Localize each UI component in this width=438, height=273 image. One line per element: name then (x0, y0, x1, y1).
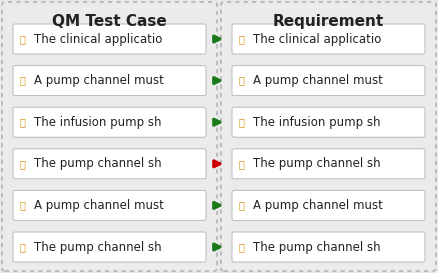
Text: Requirement: Requirement (273, 14, 384, 29)
Text: 🗒: 🗒 (239, 200, 245, 210)
Text: 🗒: 🗒 (20, 76, 26, 86)
FancyBboxPatch shape (13, 190, 206, 220)
Text: 🗒: 🗒 (239, 76, 245, 86)
Text: The pump channel sh: The pump channel sh (34, 157, 162, 170)
FancyBboxPatch shape (13, 232, 206, 262)
Text: The infusion pump sh: The infusion pump sh (253, 116, 381, 129)
Text: The pump channel sh: The pump channel sh (253, 157, 381, 170)
Text: 🗒: 🗒 (20, 200, 26, 210)
Text: The clinical applicatio: The clinical applicatio (253, 32, 381, 46)
FancyBboxPatch shape (232, 149, 425, 179)
Text: 🗒: 🗒 (239, 242, 245, 252)
Text: 🗒: 🗒 (239, 34, 245, 44)
Text: A pump channel must: A pump channel must (253, 74, 383, 87)
Text: A pump channel must: A pump channel must (253, 199, 383, 212)
Text: 🗒: 🗒 (20, 242, 26, 252)
FancyBboxPatch shape (13, 24, 206, 54)
FancyBboxPatch shape (232, 24, 425, 54)
Text: 🗒: 🗒 (239, 159, 245, 169)
FancyBboxPatch shape (232, 66, 425, 96)
Text: A pump channel must: A pump channel must (34, 74, 164, 87)
Text: 🗒: 🗒 (20, 34, 26, 44)
Text: QM Test Case: QM Test Case (52, 14, 167, 29)
Text: The infusion pump sh: The infusion pump sh (34, 116, 162, 129)
FancyBboxPatch shape (2, 2, 217, 271)
FancyBboxPatch shape (13, 149, 206, 179)
Text: 🗒: 🗒 (239, 117, 245, 127)
FancyBboxPatch shape (232, 190, 425, 220)
Text: The clinical applicatio: The clinical applicatio (34, 32, 162, 46)
Text: The pump channel sh: The pump channel sh (253, 241, 381, 254)
FancyBboxPatch shape (232, 232, 425, 262)
Text: 🗒: 🗒 (20, 117, 26, 127)
Text: 🗒: 🗒 (20, 159, 26, 169)
FancyBboxPatch shape (221, 2, 436, 271)
Text: The pump channel sh: The pump channel sh (34, 241, 162, 254)
FancyBboxPatch shape (13, 66, 206, 96)
FancyBboxPatch shape (13, 107, 206, 137)
FancyBboxPatch shape (232, 107, 425, 137)
Text: A pump channel must: A pump channel must (34, 199, 164, 212)
